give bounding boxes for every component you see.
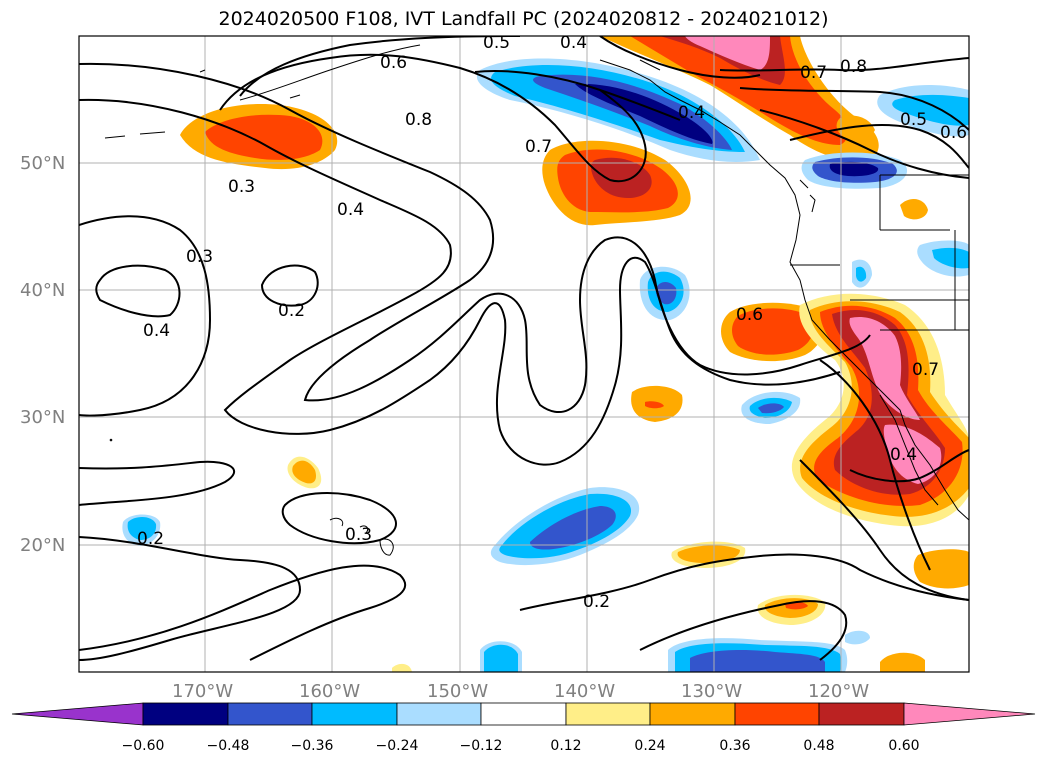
contour-label: 0.5	[483, 33, 510, 53]
contour-label: 0.6	[940, 123, 967, 143]
colorbar-swatch	[818, 702, 905, 726]
colorbar-extend-high	[903, 702, 1036, 726]
pc-contours	[79, 36, 969, 661]
colorbar-swatch	[311, 702, 398, 726]
contour-label: 0.2	[278, 301, 305, 321]
lat-label-30n: 30°N	[20, 407, 65, 428]
colorbar-tick-label: −0.48	[207, 738, 250, 754]
contour-label: 0.7	[525, 137, 552, 157]
contour-label: 0.7	[800, 63, 827, 83]
colorbar-swatch	[565, 702, 651, 726]
colorbar-swatch	[396, 702, 482, 726]
map-title: 2024020500 F108, IVT Landfall PC (202402…	[218, 8, 829, 30]
contour-label: 0.6	[736, 305, 763, 325]
lat-label-50n: 50°N	[20, 153, 65, 174]
colorbar-tick-label: 0.48	[803, 738, 834, 754]
lon-label-140w: 140°W	[554, 681, 615, 702]
contour-label: 0.2	[137, 529, 164, 549]
ivt-shading	[122, 36, 969, 672]
lon-label-160w: 160°W	[299, 681, 360, 702]
contour-label: 0.3	[228, 177, 255, 197]
map-frame	[78, 35, 970, 673]
colorbar-tick-label: −0.12	[460, 738, 503, 754]
colorbar-swatch	[142, 702, 229, 726]
lon-label-130w: 130°W	[681, 681, 742, 702]
lon-label-150w: 150°W	[427, 681, 488, 702]
colorbar-tick-label: −0.36	[291, 738, 334, 754]
contour-label: 0.3	[345, 525, 372, 545]
contour-label: 0.4	[337, 200, 364, 220]
map-plot: 0.5 0.4 0.6 0.8 0.7 0.8 0.5 0.6 0.7 0.3 …	[79, 33, 969, 672]
colorbar-tick-label: −0.60	[122, 738, 165, 754]
contour-label: 0.4	[678, 103, 705, 123]
contour-label: 0.4	[143, 321, 170, 341]
colorbar-tick-label: 0.24	[634, 738, 665, 754]
contour-label: 0.7	[912, 360, 939, 380]
contour-label: 0.2	[583, 592, 610, 612]
colorbar-tick-label: −0.24	[376, 738, 419, 754]
colorbar-tick-label: 0.12	[550, 738, 581, 754]
lon-label-170w: 170°W	[172, 681, 233, 702]
contour-label: 0.3	[186, 247, 213, 267]
longitude-labels: 170°W 160°W 150°W 140°W 130°W 120°W	[172, 681, 869, 702]
contour-label: 0.8	[840, 57, 867, 77]
colorbar: −0.60 −0.48 −0.36 −0.24 −0.12 0.12 0.24 …	[11, 702, 1036, 754]
colorbar-extend-low	[11, 702, 144, 726]
latitude-labels: 50°N 40°N 30°N 20°N	[20, 153, 65, 556]
colorbar-tick-label: 0.60	[888, 738, 919, 754]
contour-label: 0.4	[560, 33, 587, 53]
coastlines	[104, 44, 969, 556]
colorbar-swatch	[649, 702, 736, 726]
contour-label-group: 0.5 0.4 0.6 0.8 0.7 0.8 0.5 0.6 0.7 0.3 …	[137, 33, 967, 612]
colorbar-swatch	[734, 702, 820, 726]
contour-label: 0.5	[900, 110, 927, 130]
colorbar-swatch	[480, 702, 567, 726]
lon-label-120w: 120°W	[808, 681, 869, 702]
lat-label-40n: 40°N	[20, 280, 65, 301]
contour-label: 0.6	[380, 53, 407, 73]
colorbar-swatch	[227, 702, 313, 726]
contour-label: 0.4	[890, 445, 917, 465]
lat-label-20n: 20°N	[20, 535, 65, 556]
colorbar-tick-label: 0.36	[719, 738, 750, 754]
contour-label: 0.8	[405, 110, 432, 130]
